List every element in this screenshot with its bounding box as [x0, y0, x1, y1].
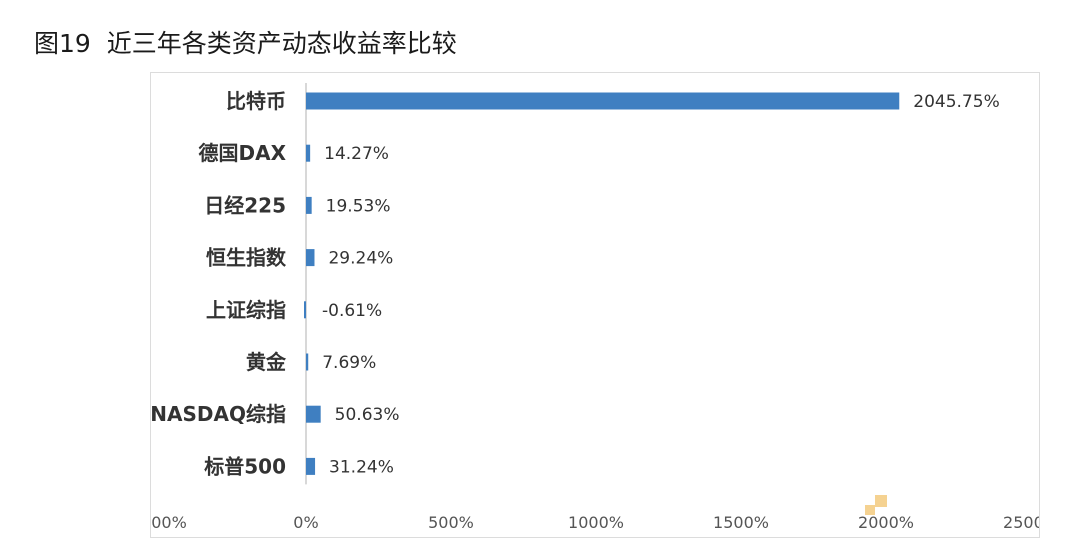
x-tick-label: 0%	[293, 513, 318, 532]
x-tick-label: 2000%	[858, 513, 914, 532]
category-label: 德国DAX	[199, 141, 287, 165]
figure-title: 图19 近三年各类资产动态收益率比较	[34, 29, 457, 58]
bar	[306, 249, 315, 267]
ticks-layer: -500% 0% 500% 1000% 1500% 2000% 2500%	[151, 513, 1039, 532]
chart-frame: 比特币 2045.75% 德国DAX 14.27% 日经225 19.53% 恒生指数 29.…	[150, 72, 1040, 538]
category-label: 日经225	[204, 193, 286, 217]
category-label: 恒生指数	[206, 246, 287, 270]
bar-chart: 比特币 2045.75% 德国DAX 14.27% 日经225 19.53% 恒生指数 29.…	[151, 83, 1039, 532]
category-label: 黄金	[246, 350, 287, 374]
x-tick-label: 1000%	[568, 513, 624, 532]
bar	[306, 457, 316, 475]
x-tick-label: 500%	[428, 513, 474, 532]
bar	[306, 405, 321, 423]
category-label: 比特币	[226, 89, 286, 113]
category-label: NASDAQ综指	[151, 402, 286, 426]
bar	[304, 301, 306, 319]
bar	[306, 92, 900, 110]
data-label: 2045.75%	[913, 92, 999, 112]
data-label: 31.24%	[329, 457, 394, 477]
x-tick-label: -500%	[151, 513, 187, 532]
bar	[306, 353, 309, 371]
data-label: 7.69%	[322, 353, 376, 373]
bar	[306, 144, 311, 162]
bar	[306, 196, 312, 214]
data-label: 14.27%	[324, 144, 389, 164]
data-label: 19.53%	[326, 196, 391, 216]
bars-layer	[304, 92, 900, 475]
x-tick-label: 1500%	[713, 513, 769, 532]
x-tick-label: 2500%	[1003, 513, 1039, 532]
data-label: -0.61%	[322, 301, 382, 321]
data-label: 29.24%	[328, 249, 393, 269]
labels-layer: 比特币 2045.75% 德国DAX 14.27% 日经225 19.53% 恒生指数 29.…	[151, 89, 1000, 478]
category-label: 标普500	[204, 454, 286, 478]
category-label: 上证综指	[206, 298, 286, 322]
watermark-logo-icon	[865, 495, 887, 515]
data-label: 50.63%	[335, 405, 400, 425]
